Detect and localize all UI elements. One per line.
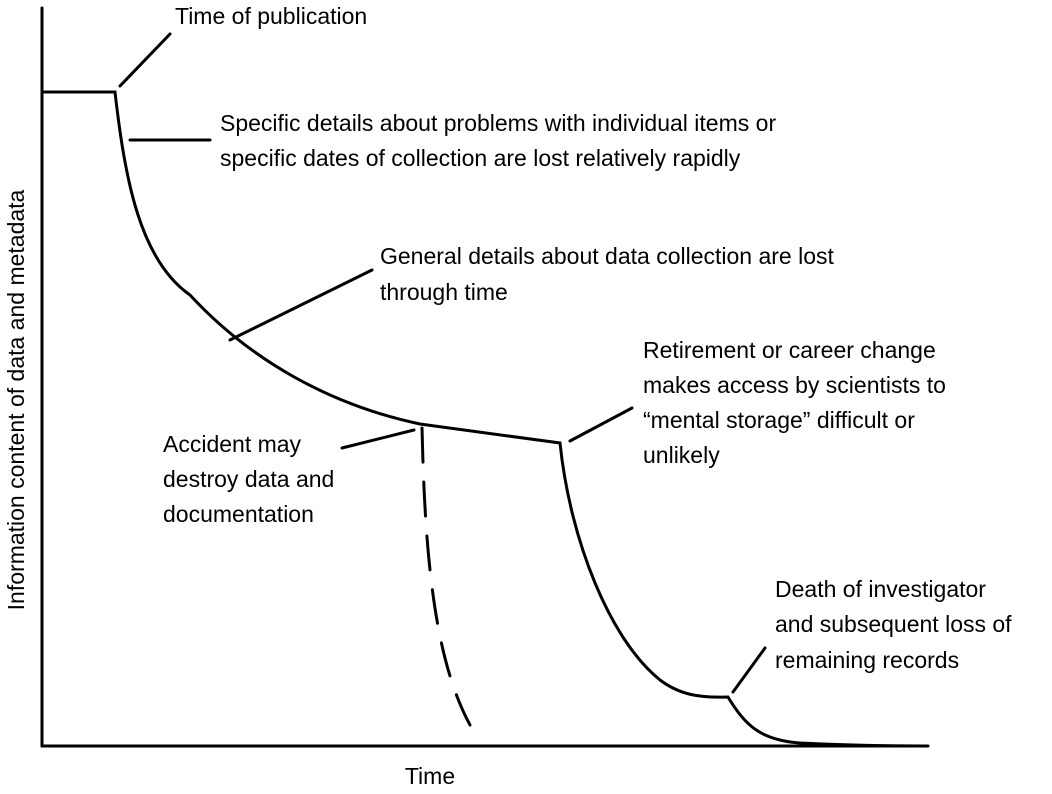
leader-publication	[118, 32, 172, 88]
annotation-specific-details: Specific details about problems with ind…	[220, 110, 783, 171]
annotation-death: Death of investigator and subsequent los…	[775, 576, 1018, 673]
accident-dashed-curve	[420, 426, 472, 727]
annotation-publication: Time of publication	[175, 3, 367, 29]
annotation-retirement: Retirement or career change makes access…	[643, 337, 952, 468]
leader-accident	[340, 428, 416, 450]
information-curve	[40, 90, 924, 748]
y-axis-label: Information content of data and metadata	[3, 189, 29, 610]
annotation-accident: Accident may destroy data and documentat…	[163, 431, 341, 527]
leader-general-details	[228, 268, 374, 342]
leader-retirement	[568, 406, 634, 443]
leader-death	[731, 646, 767, 694]
annotation-general-details: General details about data collection ar…	[380, 243, 840, 305]
x-axis-label: Time	[405, 763, 455, 789]
